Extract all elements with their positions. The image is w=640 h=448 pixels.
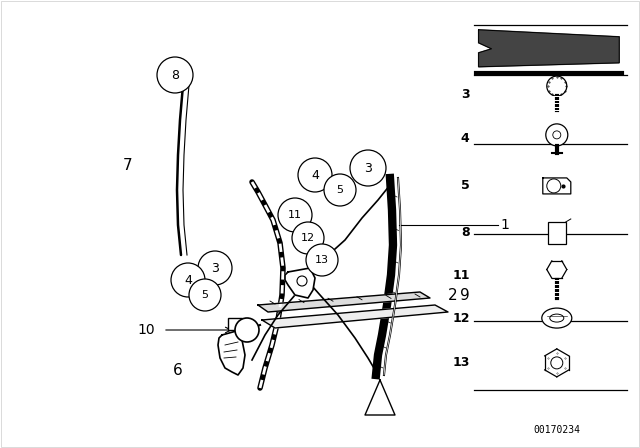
Circle shape — [324, 174, 356, 206]
Circle shape — [171, 263, 205, 297]
Text: 5: 5 — [337, 185, 344, 195]
Circle shape — [189, 279, 221, 311]
Text: 12: 12 — [301, 233, 315, 243]
Text: 11: 11 — [288, 210, 302, 220]
Circle shape — [547, 76, 567, 96]
Text: 4: 4 — [461, 132, 470, 146]
Text: 00170234: 00170234 — [533, 425, 580, 435]
Text: 12: 12 — [452, 311, 470, 325]
Text: 3: 3 — [461, 87, 470, 101]
Text: 5: 5 — [202, 290, 209, 300]
Circle shape — [551, 357, 563, 369]
Text: 13: 13 — [315, 255, 329, 265]
Polygon shape — [258, 292, 430, 312]
Text: 11: 11 — [452, 269, 470, 282]
Ellipse shape — [550, 314, 564, 322]
Text: 2: 2 — [448, 288, 458, 302]
Text: 5: 5 — [461, 179, 470, 193]
Circle shape — [298, 158, 332, 192]
Circle shape — [235, 318, 259, 342]
Circle shape — [278, 198, 312, 232]
Text: 3: 3 — [211, 262, 219, 275]
Circle shape — [306, 244, 338, 276]
Bar — [228, 318, 242, 330]
Bar — [548, 222, 566, 244]
Polygon shape — [218, 330, 245, 375]
Text: 7: 7 — [123, 158, 133, 172]
Text: 8: 8 — [461, 226, 470, 240]
Polygon shape — [479, 30, 620, 67]
Circle shape — [546, 124, 568, 146]
Text: 6: 6 — [173, 362, 183, 378]
Circle shape — [350, 150, 386, 186]
Ellipse shape — [542, 308, 572, 328]
Circle shape — [157, 57, 193, 93]
Text: 9: 9 — [460, 288, 470, 302]
Polygon shape — [543, 178, 571, 194]
Text: 3: 3 — [364, 161, 372, 175]
Circle shape — [198, 251, 232, 285]
Polygon shape — [285, 268, 315, 298]
Text: 13: 13 — [452, 356, 470, 370]
Text: 4: 4 — [184, 273, 192, 287]
Text: 10: 10 — [138, 323, 155, 337]
Text: 1: 1 — [500, 218, 509, 232]
Polygon shape — [365, 380, 395, 415]
Text: 4: 4 — [311, 168, 319, 181]
Circle shape — [292, 222, 324, 254]
Polygon shape — [262, 305, 448, 328]
Text: 8: 8 — [171, 69, 179, 82]
